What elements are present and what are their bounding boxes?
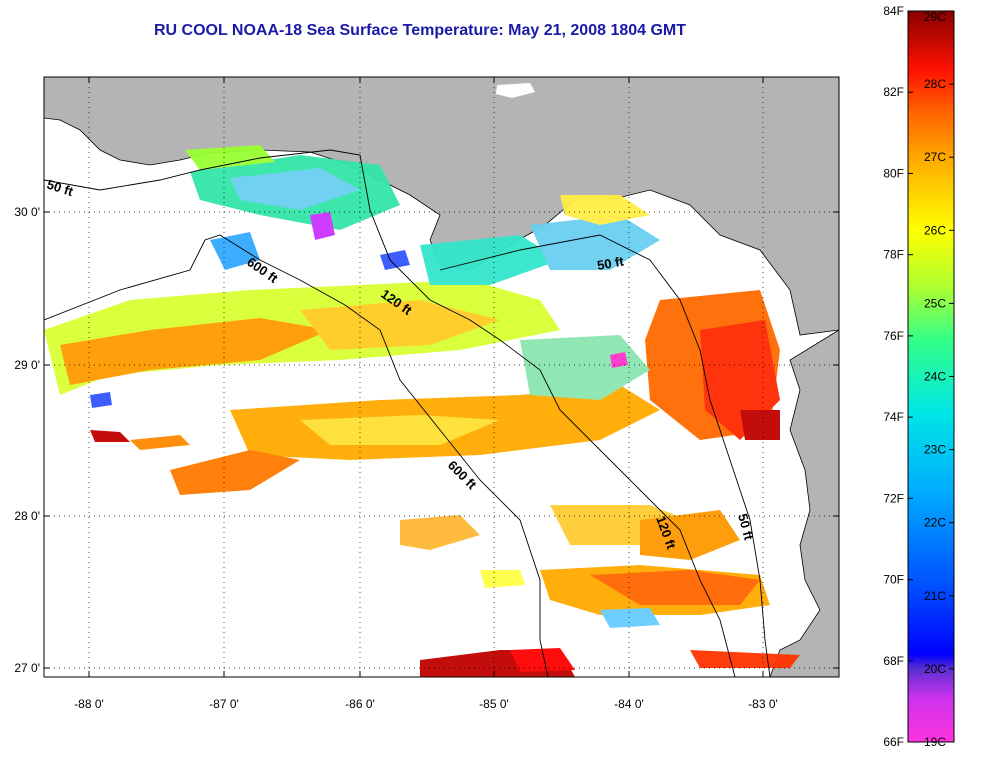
- colorbar-f-label: 66F: [883, 735, 904, 749]
- colorbar-f-label: 74F: [883, 410, 904, 424]
- colorbar-c-label: 28C: [924, 77, 946, 91]
- colorbar-c-label: 26C: [924, 223, 946, 237]
- graticule: [44, 77, 839, 677]
- land-east: [769, 329, 839, 677]
- colorbar-c-labels: 29C 28C 27C 26C 25C 24C 23C 22C 21C 20C 19C: [924, 10, 946, 749]
- depth-contours: [44, 149, 771, 677]
- colorbar-f-label: 70F: [883, 573, 904, 587]
- lat-tick-label: 30 0': [14, 205, 40, 219]
- lon-tick-label: -84 0': [614, 697, 644, 711]
- lon-tick-label: -85 0': [479, 697, 509, 711]
- colorbar-c-label: 21C: [924, 589, 946, 603]
- colorbar-c-label: 27C: [924, 150, 946, 164]
- colorbar-f-label: 76F: [883, 329, 904, 343]
- map-title: RU COOL NOAA-18 Sea Surface Temperature:…: [153, 22, 687, 39]
- lat-tick-label: 29 0': [14, 358, 40, 372]
- colorbar-c-label: 29C: [924, 10, 946, 24]
- colorbar-gradient: [907, 10, 955, 743]
- colorbar-c-label: 20C: [924, 662, 946, 676]
- colorbar: 84F 82F 80F 78F 76F 74F 72F 70F 68F 66F 29C 28C 27C…: [883, 4, 955, 749]
- colorbar-f-labels: 84F 82F 80F 78F 76F 74F 72F 70F 68F 66F: [883, 4, 904, 749]
- sst-data: [44, 145, 800, 677]
- frame-ticks: [44, 77, 839, 677]
- colorbar-f-label: 80F: [883, 166, 904, 180]
- lat-tick-label: 27 0': [14, 661, 40, 675]
- lon-tick-label: -83 0': [748, 697, 778, 711]
- colorbar-f-label: 72F: [883, 491, 904, 505]
- contour-label-50ft-south: 50 ft: [735, 512, 757, 542]
- lat-tick-label: 28 0': [14, 509, 40, 523]
- lon-tick-label: -87 0': [209, 697, 239, 711]
- colorbar-c-label: 23C: [924, 443, 946, 457]
- colorbar-c-ticks: [949, 10, 954, 743]
- island: [496, 83, 535, 98]
- colorbar-f-label: 78F: [883, 248, 904, 262]
- land-north: [44, 77, 839, 336]
- colorbar-c-label: 19C: [924, 735, 946, 749]
- colorbar-c-label: 24C: [924, 370, 946, 384]
- colorbar-f-ticks: [908, 10, 913, 743]
- colorbar-f-label: 84F: [883, 4, 904, 18]
- lon-tick-label: -88 0': [74, 697, 104, 711]
- colorbar-c-label: 22C: [924, 516, 946, 530]
- lon-tick-label: -86 0': [345, 697, 375, 711]
- colorbar-f-label: 68F: [883, 654, 904, 668]
- colorbar-c-label: 25C: [924, 296, 946, 310]
- contour-label-50ft-east: 50 ft: [596, 253, 626, 273]
- colorbar-f-label: 82F: [883, 85, 904, 99]
